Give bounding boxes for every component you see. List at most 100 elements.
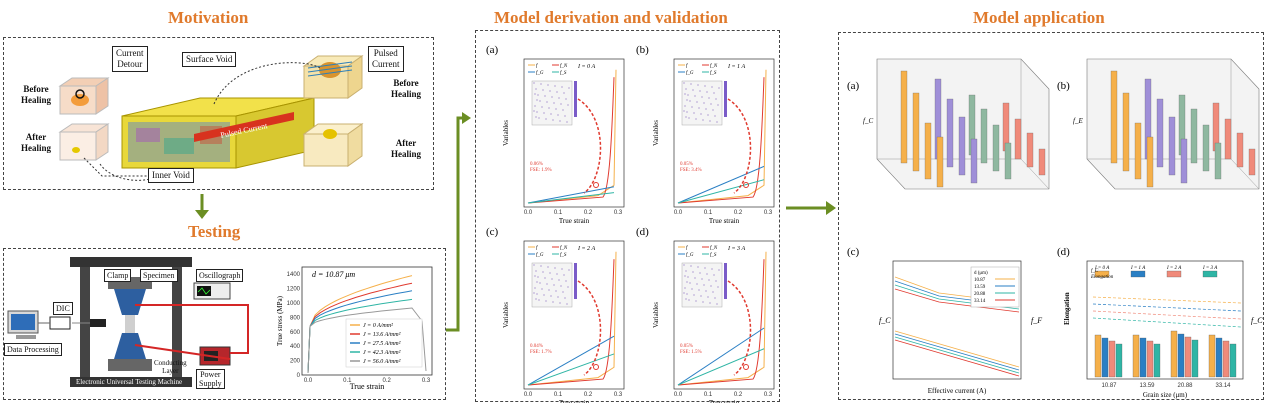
model-inset-dot xyxy=(561,86,563,88)
model-inset-dot xyxy=(683,110,685,112)
model-ylabel: Variables xyxy=(502,120,510,146)
model-subplot-label: (d) xyxy=(636,226,649,238)
model-inset-dot xyxy=(688,299,690,301)
model-legend-entry: f_G xyxy=(536,71,544,76)
app-d-xtick: 33.14 xyxy=(1215,383,1231,389)
model-inset-dot xyxy=(539,282,541,284)
model-legend-entry: f xyxy=(686,64,688,69)
stress-strain-chart: d = 10.87 μm True stress (MPa) True strain… xyxy=(276,257,440,391)
model-marker xyxy=(743,182,749,188)
app-d-label: (d) xyxy=(1057,246,1070,258)
model-inset-dot xyxy=(548,289,550,291)
model-subplot: (c) Variables True strain 0.0 0.1 0.2 0.3 f f_Nf… xyxy=(486,226,625,403)
model-inset-dot xyxy=(551,278,553,280)
after-cube-left xyxy=(58,123,110,161)
model-inset-dot xyxy=(716,121,718,123)
stress-curve xyxy=(307,282,413,374)
model-inset-dot xyxy=(549,90,551,92)
surface-void-label: Surface Void xyxy=(182,52,237,67)
model-inset-dot xyxy=(683,264,685,266)
app-c-legend-entry: 20.88 xyxy=(974,292,986,297)
motivation-illustration xyxy=(58,55,364,181)
model-inset-dot xyxy=(711,86,713,88)
stress-xtick: 0.0 xyxy=(304,378,313,384)
model-inset-dot xyxy=(704,267,706,269)
model-inset-dot xyxy=(717,286,719,288)
model-inset-dot xyxy=(684,93,686,95)
model-inset-dot xyxy=(686,99,688,101)
current-detour-label: Current Detour xyxy=(112,46,148,72)
app-d-bar xyxy=(1108,340,1116,378)
model-inset-dot xyxy=(562,109,564,111)
app-d-xtick: 10.87 xyxy=(1101,383,1117,389)
app-3d-a-bar xyxy=(1026,132,1034,168)
stress-legend-entry: J = 56.0 A/mm² xyxy=(363,359,401,365)
model-inset-dot xyxy=(564,297,566,299)
model-marker xyxy=(593,364,599,370)
model-curve-fg xyxy=(527,186,615,204)
model-colorbar xyxy=(574,263,577,299)
app-d-bar xyxy=(1222,340,1230,378)
model-inset-dot xyxy=(689,282,691,284)
app-d-xtick: 13.59 xyxy=(1139,383,1155,389)
model-inset-dot xyxy=(703,102,705,104)
inner-void-label: Inner Void xyxy=(148,168,194,183)
model-curve-fg xyxy=(677,327,765,386)
model-inset-dot xyxy=(707,114,709,116)
app-c-ylabel-right: f_F xyxy=(1031,316,1042,325)
stress-xtick: 0.2 xyxy=(382,378,391,384)
stress-legend-entry: J = 42.3 A/mm² xyxy=(363,349,401,356)
stress-xtick: 0.3 xyxy=(422,378,431,384)
model-inset-dot xyxy=(685,88,687,90)
model-inset-dot xyxy=(545,300,547,302)
app-3d-a-bar xyxy=(970,138,978,184)
app-3d-b-bar xyxy=(1190,108,1198,164)
model-inset-dot xyxy=(684,105,686,107)
model-inset-dot xyxy=(687,276,689,278)
model-inset-dot xyxy=(543,294,545,296)
machine-label: Electronic Universal Testing Machine xyxy=(76,378,183,386)
model-inset-dot xyxy=(705,108,707,110)
model-inset-dot xyxy=(707,296,709,298)
model-inset-dot xyxy=(534,275,536,277)
app-d-legend-swatch xyxy=(1166,270,1182,278)
app-d-legend-row2: Elongation xyxy=(1090,275,1114,280)
app-3d-b-bar xyxy=(1156,98,1164,168)
model-inset-dot xyxy=(553,284,555,286)
model-inset-dot xyxy=(559,120,561,122)
motivation-title: Motivation xyxy=(168,8,249,27)
model-xlabel: True strain xyxy=(559,399,590,403)
model-inset-dot xyxy=(536,281,538,283)
model-inset-dot xyxy=(547,84,549,86)
motivation-panel: Before Healing After Healing Current Det… xyxy=(3,37,434,190)
model-inset-dot xyxy=(560,285,562,287)
model-inset-dot xyxy=(544,277,546,279)
model-inset-dot xyxy=(535,270,537,272)
model-xtick: 0.0 xyxy=(524,392,533,398)
model-inset-dot xyxy=(718,269,720,271)
model-xtick: 0.2 xyxy=(584,392,593,398)
model-xtick: 0.1 xyxy=(554,392,563,398)
stress-legend-entry: J = 13.6 A/mm² xyxy=(363,332,401,338)
app-3d-a-bar xyxy=(936,136,944,188)
after-healing-right-label: After Healing xyxy=(390,138,421,159)
model-title: Model derivation and validation xyxy=(494,8,728,27)
app-3d-a-bar xyxy=(992,124,1000,172)
app-c-curve-bottom xyxy=(894,330,1020,368)
pulsed-current-box-label: Pulsed Current xyxy=(368,46,404,72)
model-xtick: 0.2 xyxy=(734,392,743,398)
model-inset-dot xyxy=(715,280,717,282)
model-colorbar xyxy=(574,81,577,117)
model-curve-fg xyxy=(677,165,765,204)
model-inset xyxy=(681,80,723,126)
model-legend-entry: f_S xyxy=(710,253,717,258)
model-inset-dot xyxy=(712,109,714,111)
app-3d-a-label: (a) xyxy=(847,80,860,92)
before-cube-right xyxy=(302,55,364,99)
model-inset-dot xyxy=(685,298,687,300)
model-inset-dot xyxy=(683,292,685,294)
model-curve-fs xyxy=(677,179,765,204)
app-d-legend-entry: I = 2 A xyxy=(1166,266,1182,271)
model-xtick: 0.3 xyxy=(614,210,623,216)
stress-curve xyxy=(307,298,413,374)
